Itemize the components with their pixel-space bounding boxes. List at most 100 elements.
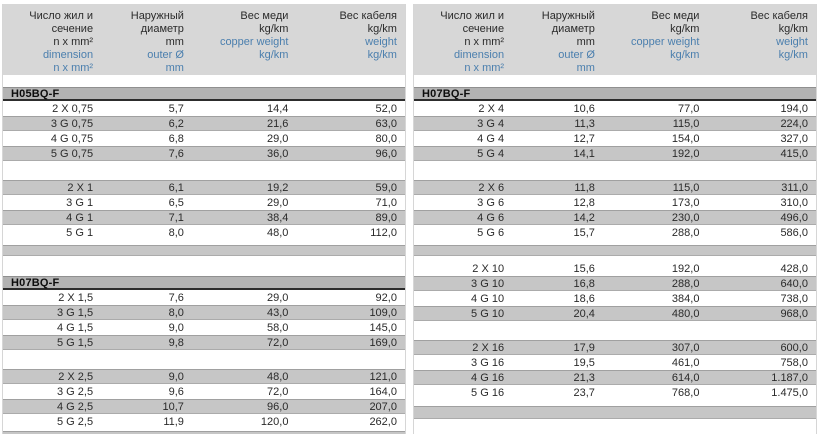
header-line-translation: copper weight: [219, 36, 289, 48]
outer-diameter-cell: 14,2: [573, 211, 595, 224]
outer-diameter-cell: 6,2: [168, 117, 184, 130]
copper-weight-cell: 29,0: [267, 132, 289, 145]
table-row: 2 X 2,5 9,0 48,0 121,0: [3, 369, 405, 384]
copper-weight-cell: 384,0: [671, 292, 700, 305]
cable-weight-cell: 207,0: [369, 400, 397, 413]
dimension-cell: 4 G 16: [471, 371, 505, 384]
header-line: сечение: [462, 23, 505, 35]
copper-weight-cell: 173,0: [671, 196, 700, 209]
dimension-cell: 2 X 0,75: [52, 102, 94, 115]
dimension-cell: 5 G 6: [477, 226, 505, 239]
outer-diameter-cell: 12,7: [573, 132, 595, 145]
table-row: 5 G 1 8,0 48,0 112,0: [3, 225, 405, 240]
dimension-cell: 3 G 0,75: [50, 117, 94, 130]
cable-weight-cell: 1.187,0: [771, 371, 808, 384]
copper-weight-cell: 48,0: [267, 370, 289, 383]
dimension-cell: 5 G 1: [66, 226, 94, 239]
header-line: Вес кабеля: [339, 10, 397, 22]
dimension-cell: 2 X 4: [478, 102, 505, 115]
table-row: 2 X 4 10,6 77,0 194,0: [414, 101, 816, 116]
dimension-cell: 4 G 0,75: [50, 132, 94, 145]
empty-separator-row: [3, 245, 405, 256]
outer-diameter-cell: 11,3: [574, 117, 595, 130]
table-row: 3 G 1 6,5 29,0 71,0: [3, 195, 405, 210]
header-line-translation: kg/km: [778, 49, 808, 61]
outer-diameter-cell: 15,7: [573, 226, 595, 239]
copper-weight-cell: 29,0: [267, 196, 289, 209]
table-row: 4 G 1,5 9,0 58,0 145,0: [3, 320, 405, 335]
cable-weight-cell: 415,0: [780, 147, 808, 160]
column-header-cell: Вес кабеля kg/km weight kg/km: [296, 10, 405, 75]
row-group-spacer: [414, 240, 816, 245]
section-header: H05BQ-F: [3, 87, 405, 101]
table-row: 5 G 10 20,4 480,0 968,0: [414, 306, 816, 321]
copper-weight-cell: 58,0: [267, 321, 289, 334]
outer-diameter-cell: 11,9: [163, 415, 184, 428]
section-header-label: H07BQ-F: [11, 276, 60, 289]
outer-diameter-cell: 15,6: [573, 262, 595, 275]
row-group-spacer: [414, 161, 816, 180]
copper-weight-cell: 307,0: [671, 341, 700, 354]
dimension-cell: 3 G 10: [471, 277, 505, 290]
table-row: 4 G 16 21,3 614,0 1.187,0: [414, 370, 816, 385]
header-line-translation: kg/km: [259, 49, 289, 61]
outer-diameter-cell: 16,8: [573, 277, 595, 290]
cable-weight-cell: 262,0: [369, 415, 397, 428]
outer-diameter-cell: 10,6: [573, 102, 595, 115]
dimension-cell: 5 G 0,75: [50, 147, 94, 160]
cable-weight-cell: 224,0: [780, 117, 808, 130]
header-line: kg/km: [367, 23, 397, 35]
outer-diameter-cell: 19,5: [573, 356, 595, 369]
row-group-spacer: [3, 256, 405, 276]
copper-weight-cell: 19,2: [267, 181, 289, 194]
column-header-block: Число жил и сечение n x mm² dimension n x mm…: [3, 4, 405, 75]
outer-diameter-cell: 6,8: [168, 132, 184, 145]
table-row: 3 G 2,5 9,6 72,0 164,0: [3, 384, 405, 399]
dimension-cell: 4 G 2,5: [57, 400, 94, 413]
cable-weight-cell: 496,0: [780, 211, 808, 224]
table-row: 4 G 10 18,6 384,0 738,0: [414, 291, 816, 306]
cable-weight-cell: 738,0: [780, 292, 808, 305]
outer-diameter-cell: 8,0: [168, 226, 184, 239]
table-row: 5 G 2,5 11,9 120,0 262,0: [3, 414, 405, 429]
outer-diameter-cell: 20,4: [573, 307, 595, 320]
cable-weight-cell: 586,0: [780, 226, 808, 239]
copper-weight-cell: 29,0: [267, 291, 289, 304]
header-line-translation: outer Ø: [147, 49, 184, 61]
empty-separator-row: [414, 245, 816, 256]
column-header-cell: Число жил и сечение n x mm² dimension n x mm…: [3, 10, 101, 75]
cable-spec-table-right: Число жил и сечение n x mm² dimension n x mm…: [413, 4, 817, 434]
dimension-cell: 3 G 1: [66, 196, 94, 209]
header-line-translation: mm: [576, 62, 595, 74]
cable-weight-cell: 63,0: [375, 117, 397, 130]
cable-weight-cell: 194,0: [780, 102, 808, 115]
table-row: 3 G 4 11,3 115,0 224,0: [414, 116, 816, 131]
header-line-translation: kg/km: [670, 49, 700, 61]
cable-spec-table-left: Число жил и сечение n x mm² dimension n x mm…: [2, 4, 406, 434]
row-group-spacer: [3, 429, 405, 431]
table-row: 3 G 0,75 6,2 21,6 63,0: [3, 116, 405, 131]
outer-diameter-cell: 17,9: [573, 341, 595, 354]
cable-weight-cell: 145,0: [369, 321, 397, 334]
header-line: kg/km: [259, 23, 289, 35]
column-header-cell: Число жил и сечение n x mm² dimension n x mm…: [414, 10, 512, 75]
outer-diameter-cell: 7,6: [168, 147, 184, 160]
copper-weight-cell: 120,0: [260, 415, 289, 428]
header-line-translation: weight: [776, 36, 808, 48]
column-header-cell: Вес меди kg/km copper weight kg/km: [603, 10, 708, 75]
cable-weight-cell: 164,0: [369, 385, 397, 398]
cable-weight-cell: 80,0: [375, 132, 397, 145]
copper-weight-cell: 72,0: [267, 336, 289, 349]
section-header-label: H07BQ-F: [422, 87, 471, 100]
outer-diameter-cell: 9,0: [168, 321, 184, 334]
header-line-translation: copper weight: [630, 36, 700, 48]
dimension-cell: 3 G 16: [471, 356, 505, 369]
dimension-cell: 2 X 6: [478, 181, 505, 194]
copper-weight-cell: 768,0: [671, 386, 700, 399]
cable-weight-cell: 428,0: [780, 262, 808, 275]
outer-diameter-cell: 10,7: [162, 400, 184, 413]
copper-weight-cell: 115,0: [672, 181, 700, 194]
row-group-spacer: [3, 350, 405, 369]
dimension-cell: 3 G 2,5: [57, 385, 94, 398]
